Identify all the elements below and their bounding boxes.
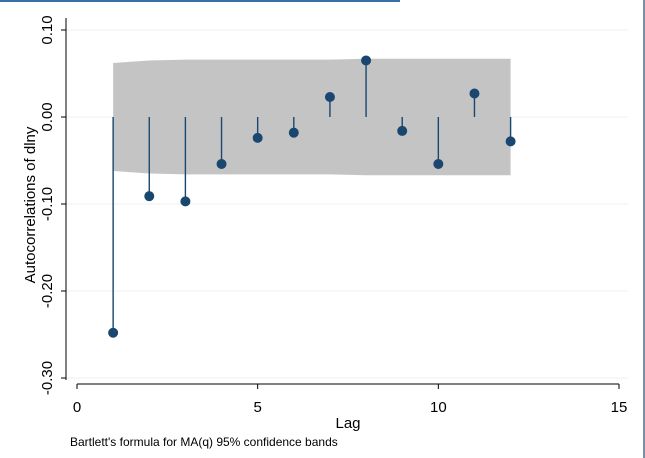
acf-point-lag-6 bbox=[288, 127, 299, 138]
window-right-edge bbox=[643, 0, 645, 458]
y-tick-label-0: -0.30 bbox=[39, 361, 56, 395]
acf-point-lag-10 bbox=[433, 158, 444, 169]
acf-point-lag-5 bbox=[252, 132, 263, 143]
tick-labels: -0.30 -0.20 -0.10 0.00 0.10 0 5 10 15 bbox=[39, 15, 627, 416]
x-tick-label-2: 10 bbox=[430, 399, 447, 416]
acf-stems bbox=[108, 55, 516, 338]
window-top-accent bbox=[0, 0, 400, 2]
y-tick-label-2: -0.10 bbox=[39, 187, 56, 221]
y-axis-title: Autocorrelations of dlny bbox=[22, 126, 39, 283]
x-tick-label-0: 0 bbox=[73, 399, 81, 416]
x-tick-label-3: 15 bbox=[611, 399, 628, 416]
acf-point-lag-4 bbox=[216, 158, 227, 169]
acf-point-lag-7 bbox=[324, 91, 335, 102]
confidence-band-area bbox=[113, 58, 511, 176]
acf-point-lag-8 bbox=[361, 55, 372, 66]
axes bbox=[61, 18, 620, 389]
acf-point-lag-1 bbox=[108, 327, 119, 338]
x-tick-label-1: 5 bbox=[253, 399, 261, 416]
acf-point-lag-11 bbox=[469, 88, 480, 99]
y-tick-label-1: -0.20 bbox=[39, 274, 56, 308]
confidence-band bbox=[113, 58, 511, 176]
acf-point-lag-9 bbox=[397, 125, 408, 136]
acf-point-lag-3 bbox=[180, 196, 191, 207]
y-tick-label-3: 0.00 bbox=[39, 102, 56, 131]
y-tick-label-4: 0.10 bbox=[39, 15, 56, 44]
acf-point-lag-2 bbox=[144, 191, 155, 202]
chart-note: Bartlett's formula for MA(q) 95% confide… bbox=[70, 435, 338, 449]
acf-point-lag-12 bbox=[505, 136, 516, 147]
x-axis-title: Lag bbox=[335, 415, 360, 432]
